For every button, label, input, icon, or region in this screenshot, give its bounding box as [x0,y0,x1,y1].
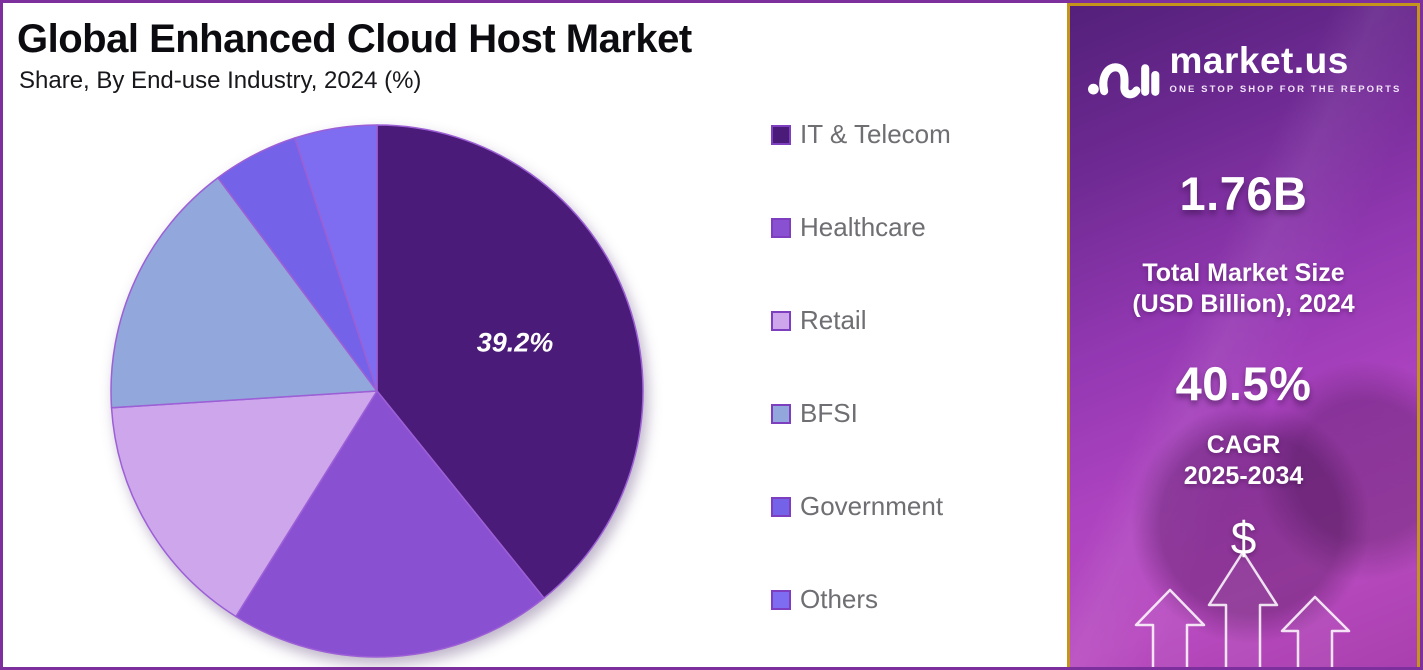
pie-slice-healthcare [235,390,545,658]
dollar-icon: $ [1230,512,1257,564]
cagr-label: CAGR 2025-2034 [1070,430,1417,493]
market-us-logo-icon [1087,63,1159,99]
market-size-label: Total Market Size (USD Billion), 2024 [1070,258,1417,321]
brand-tagline: ONE STOP SHOP FOR THE REPORTS [1169,84,1402,95]
legend: IT & Telecom Healthcare Retail BFSI Governme… [771,119,951,667]
pie-data-label: 39.2% [477,327,554,357]
legend-label: Retail [800,305,867,335]
legend-label: Healthcare [800,212,926,242]
legend-swatch [771,589,791,610]
legend-swatch [771,496,791,517]
legend-item-government: Government [771,491,951,521]
legend-swatch [771,403,791,424]
pie-slice-bfsi [110,177,378,409]
market-size-label-line2: (USD Billion), 2024 [1132,290,1355,319]
legend-item-others: Others [771,584,951,614]
page-title: Global Enhanced Cloud Host Market [17,17,692,61]
brand-logo: market.us ONE STOP SHOP FOR THE REPORTS [1070,42,1417,104]
legend-swatch [771,310,791,331]
cagr-label-line2: 2025-2034 [1183,462,1304,491]
legend-swatch [771,124,791,145]
legend-label: IT & Telecom [800,119,951,149]
legend-label: Others [800,584,879,614]
brand-name: market.us [1169,40,1349,81]
pie-slice-retail [110,390,378,618]
legend-item-healthcare: Healthcare [771,212,951,242]
legend-label: Government [800,491,944,521]
cagr-value: 40.5% [1175,357,1312,410]
brand-text-block: market.us ONE STOP SHOP FOR THE REPORTS [1170,42,1402,95]
page-subtitle: Share, By End-use Industry, 2024 (%) [19,67,422,94]
legend-swatch [771,217,791,238]
legend-item-bfsi: BFSI [771,398,951,428]
legend-item-it-telecom: IT & Telecom [771,119,951,149]
pie-slice-others [294,124,378,392]
legend-label: BFSI [800,398,858,428]
market-size-value: 1.76B [1179,167,1308,220]
growth-arrows-icon [1134,550,1351,667]
market-size-label-line1: Total Market Size [1142,259,1345,287]
cagr-label-line1: CAGR [1206,431,1281,459]
sidebar: market.us ONE STOP SHOP FOR THE REPORTS … [1067,3,1420,667]
pie-chart: 39.2% [110,124,644,658]
pie-slice-it-telecom [376,124,644,599]
legend-item-retail: Retail [771,305,951,335]
header: Global Enhanced Cloud Host Market Share,… [17,17,737,95]
